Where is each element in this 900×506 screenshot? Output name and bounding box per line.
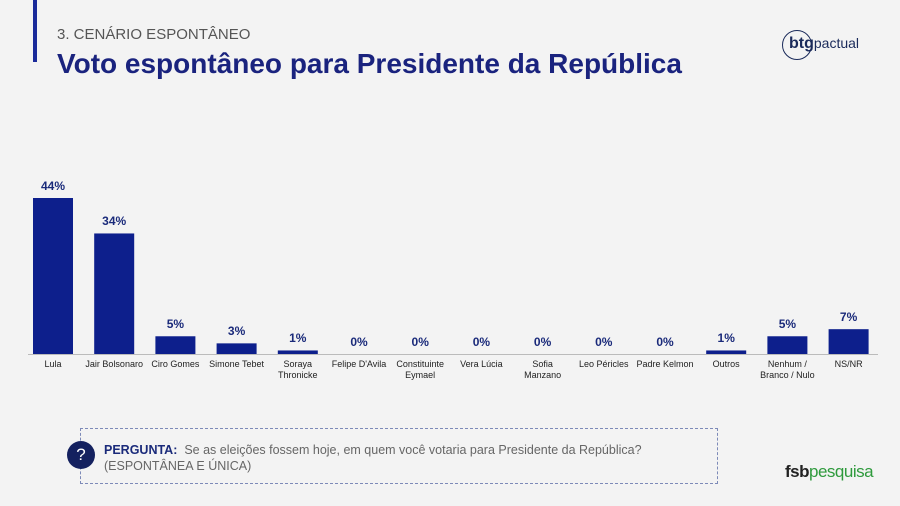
category-label: Padre Kelmon [636, 359, 694, 369]
category-label: Jair Bolsonaro [85, 359, 143, 369]
section-label: 3. CENÁRIO ESPONTÂNEO [57, 26, 251, 43]
category-label: Leo Péricles [579, 359, 629, 369]
value-label: 0% [411, 335, 429, 349]
logo-name: pactual [813, 35, 860, 51]
category-label: Lula [44, 359, 62, 369]
bar [767, 336, 808, 354]
category-label: Felipe D'Avila [331, 359, 387, 369]
bar [33, 198, 73, 354]
value-label: 0% [595, 335, 613, 349]
title: Voto espontâneo para Presidente da Repúb… [57, 48, 682, 79]
question-text: PERGUNTA: Se as eleições fossem hoje, em… [104, 442, 642, 474]
category-label: Soraya Thronicke [278, 359, 318, 380]
logo: btgpactual [789, 35, 859, 53]
value-label: 5% [166, 317, 185, 332]
value-label: 0% [656, 335, 674, 349]
bar [216, 343, 257, 354]
category-label: Vera Lúcia [460, 359, 503, 369]
footer-name: pesquisa [809, 462, 874, 481]
accent-bar [33, 0, 37, 62]
category-label: Nenhum / Branco / Nulo [760, 359, 815, 380]
value-label: 1% [717, 331, 735, 346]
value-label: 44% [40, 179, 66, 193]
bar [828, 329, 869, 354]
category-label: NS/NR [834, 359, 863, 369]
logo-brand: btg [789, 35, 814, 52]
question-body: Se as eleições fossem hoje, em quem você… [184, 443, 642, 457]
value-label: 1% [289, 331, 307, 346]
value-label: 34% [102, 214, 127, 229]
footer-logo: fsbpesquisa [785, 462, 874, 482]
footer-brand: fsb [785, 462, 810, 481]
bar [155, 336, 196, 354]
value-label: 0% [533, 335, 552, 349]
category-label: Outros [712, 359, 740, 369]
question-icon: ? [67, 441, 95, 469]
value-label: 0% [472, 335, 491, 349]
question-label: PERGUNTA: [104, 443, 178, 457]
category-label: Constituinte Eymael [396, 359, 444, 380]
category-label: Sofia Manzano [524, 359, 562, 380]
question-note: (ESPONTÂNEA E ÚNICA) [104, 459, 252, 473]
value-label: 7% [839, 310, 858, 325]
category-label: Simone Tebet [209, 359, 265, 369]
chart [28, 198, 878, 355]
logo-ring [782, 30, 812, 60]
value-label: 5% [778, 317, 797, 332]
bar [706, 350, 747, 354]
value-label: 0% [350, 335, 368, 349]
category-label: Ciro Gomes [151, 359, 200, 369]
bar [277, 350, 318, 354]
bar [94, 233, 135, 354]
value-label: 3% [227, 324, 246, 339]
